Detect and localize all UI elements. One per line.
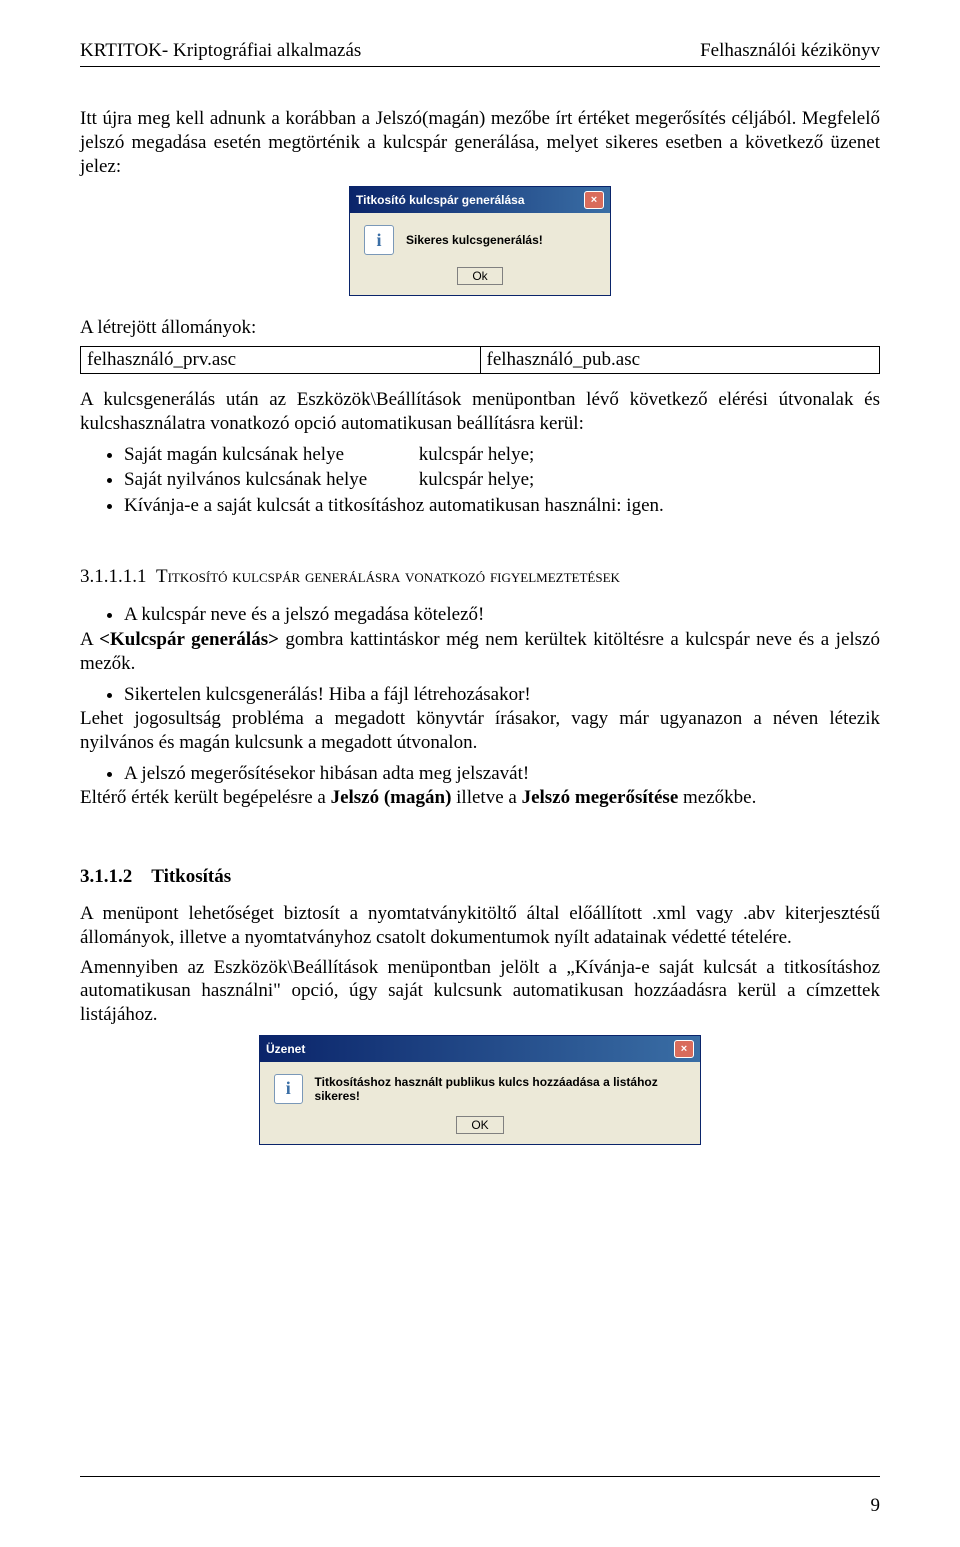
header-right: Felhasználói kézikönyv: [700, 40, 880, 62]
dialog-uzenet-body: i Titkosításhoz használt publikus kulcs …: [260, 1062, 700, 1116]
list-item: A kulcspár neve és a jelszó megadása köt…: [124, 602, 880, 628]
heading-num: 3.1.1.1.1: [80, 566, 147, 587]
bold-jelszo: Jelszó (magán): [331, 787, 452, 808]
ok-button[interactable]: OK: [456, 1116, 503, 1134]
ok-button[interactable]: Ok: [457, 267, 502, 285]
t: illetve a: [451, 787, 521, 808]
dialog1-wrap: Titkosító kulcspár generálása × i Sikere…: [80, 186, 880, 296]
warn-list-3: A jelszó megerősítésekor hibásan adta me…: [80, 761, 880, 787]
warn-list-1: A kulcspár neve és a jelszó megadása köt…: [80, 602, 880, 628]
dialog-keygen: Titkosító kulcspár generálása × i Sikere…: [349, 186, 611, 296]
warn1-text: A <Kulcspár generálás> gombra kattintásk…: [80, 628, 880, 676]
header-left: KRTITOK- Kriptográfiai alkalmazás: [80, 40, 361, 62]
page-header: KRTITOK- Kriptográfiai alkalmazás Felhas…: [80, 40, 880, 62]
close-icon[interactable]: ×: [674, 1040, 694, 1058]
dialog-keygen-buttons: Ok: [350, 267, 610, 295]
list-item: Saját nyilvános kulcsának helye kulcspár…: [124, 467, 880, 493]
files-intro: A létrejött állományok:: [80, 316, 880, 340]
bullet-col2: kulcspár helye;: [419, 444, 535, 465]
bullet-col2: kulcspár helye;: [419, 469, 535, 490]
heading-text: Titkosító kulcspár generálásra vonatkozó…: [156, 566, 620, 587]
file-prv: felhasználó_prv.asc: [81, 347, 481, 374]
bullet-col1: Saját nyilvános kulcsának helye: [124, 467, 414, 493]
heading-31111: 3.1.1.1.1 Titkosító kulcspár generálásra…: [80, 566, 880, 588]
table-row: felhasználó_prv.asc felhasználó_pub.asc: [81, 347, 880, 374]
paragraph-titkositas-2: Amennyiben az Eszközök\Beállítások menüp…: [80, 956, 880, 1027]
dialog-uzenet: Üzenet × i Titkosításhoz használt publik…: [259, 1035, 701, 1145]
info-icon: i: [364, 225, 394, 255]
paragraph-intro: Itt újra meg kell adnunk a korábban a Je…: [80, 107, 880, 178]
bullet-col1: Saját magán kulcsának helye: [124, 442, 414, 468]
dialog-uzenet-buttons: OK: [260, 1116, 700, 1144]
dialog-keygen-titlebar: Titkosító kulcspár generálása ×: [350, 187, 610, 213]
bullet-full: Kívánja-e a saját kulcsát a titkosításho…: [124, 495, 664, 516]
document-page: KRTITOK- Kriptográfiai alkalmazás Felhas…: [0, 0, 960, 1547]
close-icon[interactable]: ×: [584, 191, 604, 209]
paragraph-titkositas-1: A menüpont lehetőséget biztosít a nyomta…: [80, 902, 880, 950]
bullets-paths: Saját magán kulcsának helye kulcspár hel…: [80, 442, 880, 519]
dialog-uzenet-title: Üzenet: [266, 1042, 305, 1056]
dialog-uzenet-titlebar: Üzenet ×: [260, 1036, 700, 1062]
footer-rule: [80, 1476, 880, 1477]
list-item: A jelszó megerősítésekor hibásan adta me…: [124, 761, 880, 787]
info-icon: i: [274, 1074, 303, 1104]
list-item: Sikertelen kulcsgenerálás! Hiba a fájl l…: [124, 682, 880, 708]
dialog-keygen-title: Titkosító kulcspár generálása: [356, 193, 525, 207]
list-item: Kívánja-e a saját kulcsát a titkosításho…: [124, 493, 880, 519]
t: Eltérő érték került begépelésre a: [80, 787, 331, 808]
t: A: [80, 629, 99, 650]
bold-megerosites: Jelszó megerősítése: [522, 787, 679, 808]
dialog-keygen-msg: Sikeres kulcsgenerálás!: [406, 233, 543, 247]
warn3-text: Eltérő érték került begépelésre a Jelszó…: [80, 786, 880, 810]
dialog-keygen-body: i Sikeres kulcsgenerálás!: [350, 213, 610, 267]
dialog-uzenet-msg: Titkosításhoz használt publikus kulcs ho…: [315, 1075, 686, 1103]
dialog2-wrap: Üzenet × i Titkosításhoz használt publik…: [80, 1035, 880, 1145]
warn2-text: Lehet jogosultság probléma a megadott kö…: [80, 707, 880, 755]
bold-kulcspar: <Kulcspár generálás>: [99, 629, 279, 650]
t: mezőkbe.: [678, 787, 756, 808]
page-number: 9: [871, 1495, 881, 1517]
warn-list-2: Sikertelen kulcsgenerálás! Hiba a fájl l…: [80, 682, 880, 708]
file-pub: felhasználó_pub.asc: [480, 347, 880, 374]
files-table: felhasználó_prv.asc felhasználó_pub.asc: [80, 346, 880, 374]
paragraph-paths: A kulcsgenerálás után az Eszközök\Beállí…: [80, 388, 880, 436]
header-rule: [80, 66, 880, 67]
list-item: Saját magán kulcsának helye kulcspár hel…: [124, 442, 880, 468]
heading-3112: 3.1.1.2 Titkosítás: [80, 866, 880, 888]
